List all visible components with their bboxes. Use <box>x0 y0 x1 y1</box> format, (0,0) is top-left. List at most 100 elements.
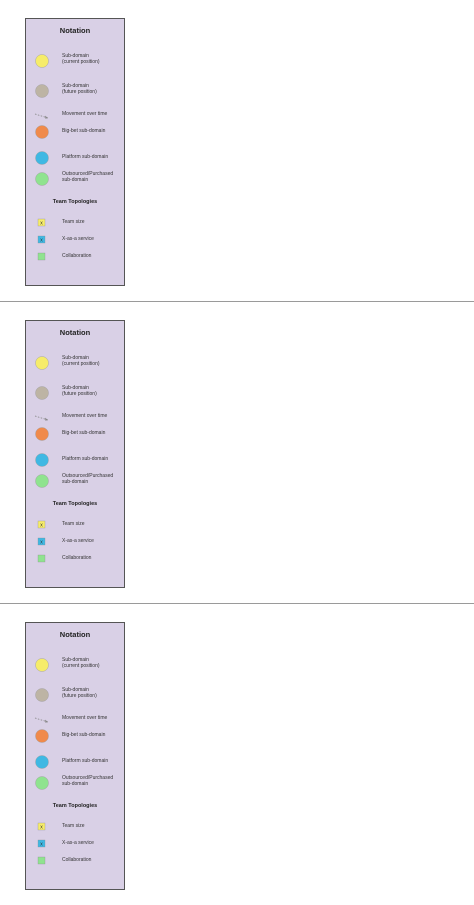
circle-icon: HighLowModelComplexityLowBusiness Differ… <box>35 356 49 370</box>
legend-item: Movement over time <box>34 711 124 729</box>
legend-item: Sub-domain (future position) <box>34 384 124 402</box>
circle-icon <box>35 172 49 186</box>
team-legend-item: x Team size <box>34 214 124 232</box>
team-topologies-title: Team Topologies <box>52 803 98 809</box>
legend-square-glyph: x <box>40 221 43 227</box>
team-legend-item: x Team size <box>34 818 124 836</box>
legend-item-label: Big-bet sub-domain <box>62 430 106 436</box>
square-icon: x <box>37 839 46 848</box>
team-legend-item: Collaboration <box>34 248 124 266</box>
dashed-arrow-icon <box>34 415 49 421</box>
legend-item-label: Outsourced/Purchased sub-domain <box>62 171 114 183</box>
legend-square <box>37 252 46 261</box>
core-domain-chart <box>0 604 474 904</box>
legend-dashed-line <box>34 113 49 119</box>
legend-item: Sub-domain (future position) <box>34 82 124 100</box>
legend-item-label: Movement over time <box>62 111 108 117</box>
team-legend-item: x X-as-a service <box>34 231 124 249</box>
circle-icon <box>35 755 49 769</box>
legend-square-glyph: x <box>40 842 43 848</box>
square-icon <box>37 252 46 261</box>
circle-icon <box>35 151 49 165</box>
panel-scenario-2: Notation HighLowModelComplexityLowBusines… <box>0 302 474 602</box>
legend-item: Outsourced/Purchased sub-domain <box>34 774 124 792</box>
team-legend-item: x Team size <box>34 516 124 534</box>
legend-arrow-head <box>45 115 48 119</box>
legend-arrow-head <box>45 719 48 723</box>
legend-square-glyph: x <box>40 540 43 546</box>
legend-square <box>37 520 46 529</box>
square-icon: x <box>37 218 46 227</box>
dashed-arrow-icon <box>34 717 49 723</box>
circle-icon <box>35 427 49 441</box>
legend-circle <box>35 386 49 400</box>
square-icon <box>37 554 46 563</box>
team-topologies-title: Team Topologies <box>52 501 98 507</box>
team-legend-label: Team size <box>62 823 85 829</box>
team-legend-label: Collaboration <box>62 253 92 259</box>
circle-icon <box>35 125 49 139</box>
legend-item-label: Sub-domain (future position) <box>62 687 97 699</box>
legend-item-label: Sub-domain (future position) <box>62 385 97 397</box>
panel-scenario-3: Notation HighLowModelComplexityLowBusines… <box>0 604 474 904</box>
legend-item-label: Platform sub-domain <box>62 758 109 764</box>
team-legend-label: X-as-a service <box>62 236 94 242</box>
notation-legend: Notation HighLowModelComplexityLowBusines… <box>25 18 125 286</box>
legend-item-label: Big-bet sub-domain <box>62 128 106 134</box>
circle-icon: HighLowModelComplexityLowBusiness Differ… <box>35 54 49 68</box>
team-topologies-title: Team Topologies <box>52 199 98 205</box>
legend-item: Platform sub-domain <box>34 753 124 771</box>
notation-legend: Notation HighLowModelComplexityLowBusines… <box>25 622 125 890</box>
circle-icon <box>35 453 49 467</box>
legend-item-label: Movement over time <box>62 715 108 721</box>
team-legend-label: Team size <box>62 219 85 225</box>
legend-circle <box>35 755 49 769</box>
legend-circle <box>35 54 49 68</box>
legend-item: HighLowModelComplexityLowBusiness Differ… <box>34 354 124 372</box>
legend-item: Movement over time <box>34 107 124 125</box>
team-legend-item: Collaboration <box>34 852 124 870</box>
team-legend-item: Collaboration <box>34 550 124 568</box>
legend-square <box>37 822 46 831</box>
legend-item: Big-bet sub-domain <box>34 425 124 443</box>
panel-divider <box>0 603 474 604</box>
legend-arrow-head <box>45 417 48 421</box>
legend-dashed-line <box>34 415 49 421</box>
legend-item-label: Platform sub-domain <box>62 154 109 160</box>
square-icon: x <box>37 235 46 244</box>
legend-item: Sub-domain (future position) <box>34 686 124 704</box>
legend-circle <box>35 151 49 165</box>
core-domain-chart <box>0 0 474 300</box>
square-icon: x <box>37 520 46 529</box>
team-legend-item: x X-as-a service <box>34 835 124 853</box>
legend-square <box>37 856 46 865</box>
legend-circle <box>35 453 49 467</box>
circle-icon <box>35 776 49 790</box>
legend-square <box>37 218 46 227</box>
legend-circle <box>35 776 49 790</box>
square-icon <box>37 856 46 865</box>
legend-title: Notation <box>59 26 91 35</box>
legend-title: Notation <box>59 630 91 639</box>
team-legend-label: X-as-a service <box>62 538 94 544</box>
legend-circle <box>35 356 49 370</box>
legend-item-label: Sub-domain (current position) <box>62 657 100 669</box>
legend-square <box>37 839 46 848</box>
legend-square-glyph: x <box>40 825 43 831</box>
dashed-arrow-icon <box>34 113 49 119</box>
legend-square <box>37 235 46 244</box>
legend-circle <box>35 125 49 139</box>
legend-item: HighLowModelComplexityLowBusiness Differ… <box>34 52 124 70</box>
legend-item: Platform sub-domain <box>34 149 124 167</box>
legend-circle <box>35 658 49 672</box>
core-domain-chart <box>0 302 474 602</box>
legend-item: Outsourced/Purchased sub-domain <box>34 472 124 490</box>
team-legend-item: x X-as-a service <box>34 533 124 551</box>
legend-square-glyph: x <box>40 238 43 244</box>
team-legend-label: X-as-a service <box>62 840 94 846</box>
legend-circle <box>35 84 49 98</box>
legend-square <box>37 537 46 546</box>
legend-square <box>37 554 46 563</box>
circle-icon <box>35 84 49 98</box>
legend-item: HighLowModelComplexityLowBusiness Differ… <box>34 656 124 674</box>
